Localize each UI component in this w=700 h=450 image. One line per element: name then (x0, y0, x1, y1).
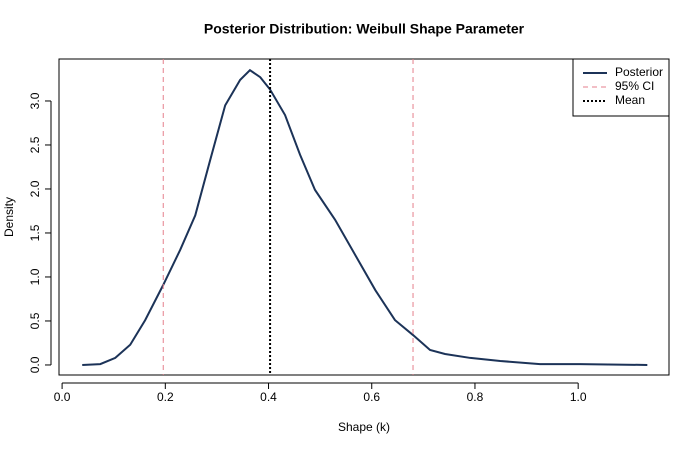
y-axis-label: Density (2, 197, 16, 237)
x-tick-label: 0.8 (467, 390, 484, 404)
legend-label: Mean (615, 93, 645, 107)
y-tick-label: 2.0 (28, 180, 42, 197)
y-tick-label: 0.5 (28, 312, 42, 329)
chart-title: Posterior Distribution: Weibull Shape Pa… (204, 21, 525, 37)
x-tick-label: 0.4 (260, 390, 277, 404)
plot-frame (58, 58, 670, 376)
y-tick-label: 2.5 (28, 136, 42, 153)
x-tick-label: 0.6 (363, 390, 380, 404)
y-tick-label: 1.0 (28, 268, 42, 285)
y-tick-label: 0.0 (28, 356, 42, 373)
legend-label: Posterior (615, 65, 663, 79)
legend-box (572, 58, 670, 117)
x-tick-label: 0.0 (54, 390, 71, 404)
x-tick-label: 0.2 (157, 390, 174, 404)
x-tick-label: 1.0 (570, 390, 587, 404)
density-line (82, 68, 648, 366)
y-tick-label: 1.5 (28, 224, 42, 241)
legend-label: 95% CI (615, 79, 654, 93)
x-axis-label: Shape (k) (338, 420, 390, 434)
y-tick-label: 3.0 (28, 92, 42, 109)
